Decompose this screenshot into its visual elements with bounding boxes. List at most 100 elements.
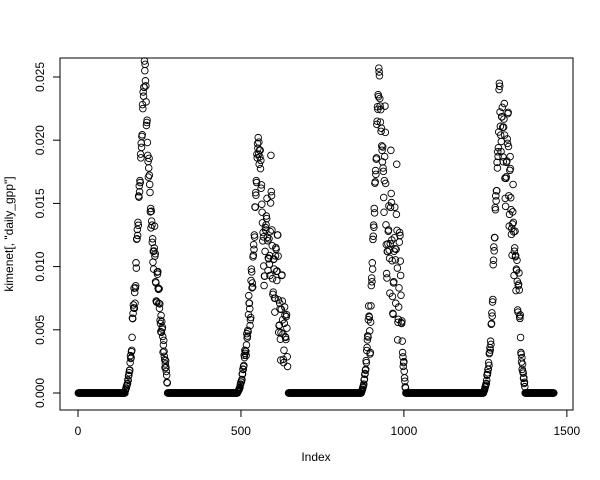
data-point bbox=[496, 108, 504, 116]
data-point bbox=[257, 156, 265, 165]
data-point bbox=[136, 178, 144, 187]
data-point bbox=[495, 82, 504, 91]
data-point bbox=[493, 187, 501, 195]
data-point bbox=[243, 332, 252, 340]
data-point bbox=[372, 170, 380, 179]
data-point bbox=[252, 178, 261, 187]
data-point bbox=[128, 346, 136, 355]
data-point bbox=[372, 154, 381, 162]
data-point bbox=[123, 379, 132, 388]
data-point bbox=[135, 188, 144, 196]
data-point bbox=[137, 154, 145, 162]
data-point bbox=[158, 332, 167, 341]
data-point bbox=[363, 336, 372, 344]
data-point bbox=[260, 272, 269, 280]
data-point bbox=[152, 279, 160, 287]
data-point bbox=[250, 245, 258, 254]
data-point bbox=[131, 299, 139, 308]
data-point bbox=[550, 389, 558, 397]
data-point bbox=[487, 340, 495, 349]
data-point bbox=[143, 116, 151, 124]
data-point bbox=[283, 324, 291, 332]
data-point bbox=[282, 310, 291, 319]
data-point bbox=[379, 193, 388, 202]
data-point bbox=[368, 278, 376, 286]
y-tick-label: 0.000 bbox=[33, 378, 47, 408]
data-point bbox=[502, 173, 510, 181]
data-point bbox=[163, 379, 172, 387]
data-point bbox=[360, 375, 369, 383]
data-point bbox=[125, 371, 133, 380]
data-point bbox=[381, 179, 390, 188]
data-point bbox=[367, 281, 376, 290]
data-point bbox=[159, 348, 167, 356]
data-point bbox=[484, 358, 493, 367]
data-point bbox=[275, 321, 284, 329]
data-point bbox=[498, 113, 506, 121]
data-point bbox=[394, 318, 402, 327]
data-point bbox=[391, 244, 399, 253]
data-point bbox=[141, 60, 149, 69]
data-point bbox=[135, 182, 144, 190]
data-point bbox=[391, 256, 400, 264]
data-point bbox=[247, 268, 256, 276]
data-point bbox=[143, 138, 152, 147]
data-point bbox=[245, 291, 253, 300]
data-point bbox=[504, 142, 513, 151]
data-point bbox=[505, 192, 513, 200]
data-point bbox=[145, 171, 154, 179]
data-point bbox=[154, 267, 162, 276]
data-point bbox=[493, 164, 502, 172]
data-point bbox=[249, 240, 258, 249]
data-point bbox=[277, 328, 285, 337]
data-point bbox=[268, 274, 277, 283]
data-point bbox=[255, 138, 263, 146]
data-point bbox=[360, 380, 368, 388]
data-point bbox=[380, 208, 388, 216]
data-point bbox=[388, 292, 397, 301]
data-point bbox=[521, 382, 529, 391]
data-point bbox=[370, 223, 378, 231]
data-point bbox=[503, 135, 511, 143]
data-point bbox=[160, 356, 169, 364]
data-point bbox=[379, 164, 387, 172]
data-point bbox=[482, 379, 491, 388]
data-point bbox=[396, 231, 404, 240]
data-point bbox=[141, 66, 149, 75]
data-point bbox=[395, 228, 404, 237]
data-point bbox=[273, 276, 281, 285]
data-point bbox=[401, 384, 410, 392]
data-point bbox=[487, 319, 496, 328]
data-point bbox=[267, 191, 276, 200]
y-tick-label: 0.005 bbox=[33, 314, 47, 344]
data-point bbox=[134, 221, 143, 230]
x-axis: 0 500 1000 1500 bbox=[75, 409, 581, 438]
data-point bbox=[269, 290, 277, 299]
data-point bbox=[259, 228, 267, 237]
x-tick-label: 1000 bbox=[391, 424, 418, 438]
x-tick-label: 0 bbox=[75, 424, 82, 438]
data-point bbox=[398, 348, 407, 357]
data-point bbox=[501, 202, 510, 211]
data-point bbox=[494, 148, 502, 156]
data-point bbox=[261, 247, 269, 256]
data-point bbox=[384, 226, 393, 234]
data-point bbox=[394, 303, 403, 311]
data-point bbox=[499, 153, 507, 161]
data-point bbox=[381, 128, 390, 137]
data-point bbox=[516, 314, 524, 323]
data-point bbox=[512, 286, 520, 295]
data-point bbox=[374, 92, 383, 101]
data-point bbox=[486, 337, 495, 345]
data-point bbox=[161, 360, 170, 368]
data-point bbox=[387, 189, 395, 198]
data-point bbox=[142, 121, 151, 130]
data-point bbox=[376, 94, 384, 103]
data-point bbox=[371, 166, 380, 175]
data-point bbox=[160, 352, 169, 361]
data-point bbox=[259, 233, 268, 241]
data-point bbox=[241, 346, 249, 354]
data-point bbox=[488, 309, 496, 317]
data-point bbox=[254, 133, 262, 142]
